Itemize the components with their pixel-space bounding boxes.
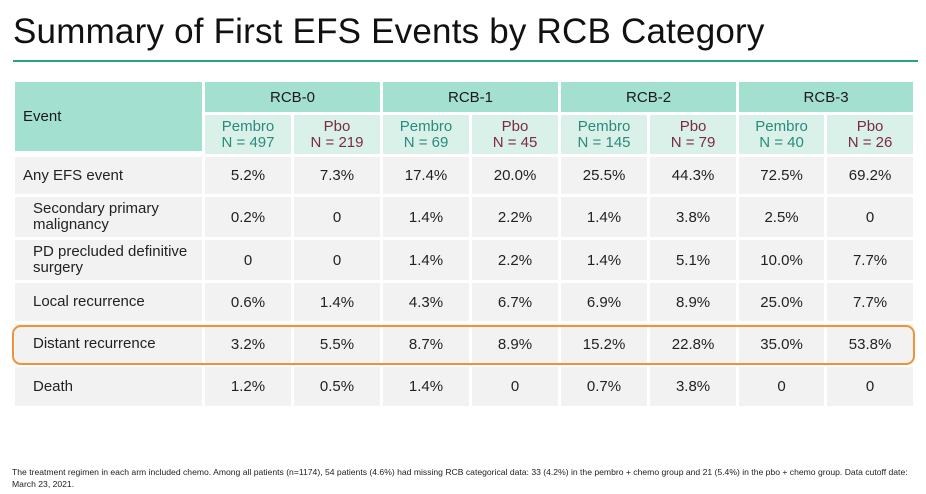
table-cell: 53.8% bbox=[827, 321, 917, 364]
table-cell: 25.5% bbox=[561, 154, 651, 194]
footnote: The treatment regimen in each arm includ… bbox=[12, 467, 908, 489]
arm-name: Pbo bbox=[679, 117, 707, 135]
row-label: Distant recurrence bbox=[15, 321, 205, 364]
table-cell: 0 bbox=[827, 364, 917, 406]
table-cell: 0 bbox=[294, 194, 384, 237]
table-cell: 8.7% bbox=[383, 321, 473, 364]
row-label: Death bbox=[15, 364, 205, 406]
table-cell: 1.4% bbox=[294, 280, 384, 321]
efs-events-table: Event RCB-0 RCB-1 RCB-2 RCB-3 Pembro N = … bbox=[15, 82, 917, 406]
table-row: Distant recurrence 3.2% 5.5% 8.7% 8.9% 15.2% 2… bbox=[15, 321, 917, 364]
arm-name: Pbo bbox=[323, 117, 351, 135]
arm-count: N = 40 bbox=[759, 133, 804, 151]
table-cell: 7.7% bbox=[827, 237, 917, 280]
column-header-event: Event bbox=[15, 82, 205, 154]
table-cell: 3.2% bbox=[205, 321, 294, 364]
table-cell: 0 bbox=[739, 364, 828, 406]
table-cell: 1.4% bbox=[383, 364, 473, 406]
arm-count: N = 219 bbox=[310, 133, 364, 151]
arm-name: Pbo bbox=[856, 117, 884, 135]
group-header-rcb-0: RCB-0 bbox=[205, 82, 384, 115]
table-cell: 0 bbox=[472, 364, 562, 406]
table-cell: 1.4% bbox=[561, 194, 651, 237]
table-cell: 0.2% bbox=[205, 194, 294, 237]
table-cell: 2.5% bbox=[739, 194, 828, 237]
row-label: Secondary primary malignancy bbox=[15, 194, 205, 237]
table-cell: 15.2% bbox=[561, 321, 651, 364]
arm-header: Pbo N = 26 bbox=[827, 115, 917, 154]
table-cell: 5.2% bbox=[205, 154, 294, 194]
table-cell: 3.8% bbox=[650, 364, 740, 406]
arm-name: Pembro bbox=[399, 117, 453, 135]
table-cell: 17.4% bbox=[383, 154, 473, 194]
arm-name: Pembro bbox=[577, 117, 631, 135]
arm-header: Pembro N = 145 bbox=[561, 115, 651, 154]
table-row: Any EFS event 5.2% 7.3% 17.4% 20.0% 25.5% 44.3… bbox=[15, 154, 917, 194]
arm-header: Pembro N = 40 bbox=[739, 115, 828, 154]
table-cell: 5.1% bbox=[650, 237, 740, 280]
table-cell: 2.2% bbox=[472, 194, 562, 237]
table-cell: 6.7% bbox=[472, 280, 562, 321]
table-cell: 5.5% bbox=[294, 321, 384, 364]
table-cell: 1.2% bbox=[205, 364, 294, 406]
table-cell: 8.9% bbox=[472, 321, 562, 364]
table-cell: 44.3% bbox=[650, 154, 740, 194]
table-row: Local recurrence 0.6% 1.4% 4.3% 6.7% 6.9% 8.9%… bbox=[15, 280, 917, 321]
group-header-rcb-2: RCB-2 bbox=[561, 82, 740, 115]
table-cell: 0.6% bbox=[205, 280, 294, 321]
table-cell: 1.4% bbox=[383, 194, 473, 237]
arm-count: N = 69 bbox=[403, 133, 449, 151]
table-cell: 69.2% bbox=[827, 154, 917, 194]
arm-count: N = 45 bbox=[492, 133, 538, 151]
table-cell: 2.2% bbox=[472, 237, 562, 280]
table-cell: 4.3% bbox=[383, 280, 473, 321]
table-cell: 1.4% bbox=[561, 237, 651, 280]
table-cell: 72.5% bbox=[739, 154, 828, 194]
table-row: PD precluded definitive surgery 0 0 1.4% 2.2… bbox=[15, 237, 917, 280]
table-cell: 8.9% bbox=[650, 280, 740, 321]
table-cell: 7.3% bbox=[294, 154, 384, 194]
table-cell: 1.4% bbox=[383, 237, 473, 280]
arm-count: N = 145 bbox=[577, 133, 631, 151]
arm-count: N = 79 bbox=[670, 133, 716, 151]
table-cell: 3.8% bbox=[650, 194, 740, 237]
arm-name: Pembro bbox=[221, 117, 275, 135]
table-cell: 10.0% bbox=[739, 237, 828, 280]
group-header-rcb-3: RCB-3 bbox=[739, 82, 917, 115]
table-cell: 0 bbox=[827, 194, 917, 237]
row-label: Any EFS event bbox=[15, 154, 205, 194]
arm-header: Pbo N = 79 bbox=[650, 115, 740, 154]
table-row: Death 1.2% 0.5% 1.4% 0 0.7% 3.8% 0 0 bbox=[15, 364, 917, 406]
table-row: Secondary primary malignancy 0.2% 0 1.4% 2.2… bbox=[15, 194, 917, 237]
table-cell: 7.7% bbox=[827, 280, 917, 321]
arm-header: Pembro N = 497 bbox=[205, 115, 294, 154]
table-cell: 0 bbox=[205, 237, 294, 280]
arm-header: Pembro N = 69 bbox=[383, 115, 473, 154]
table-cell: 6.9% bbox=[561, 280, 651, 321]
arm-header: Pbo N = 45 bbox=[472, 115, 562, 154]
title-divider bbox=[13, 60, 918, 62]
page-title: Summary of First EFS Events by RCB Categ… bbox=[13, 12, 765, 51]
arm-count: N = 497 bbox=[221, 133, 275, 151]
arm-count: N = 26 bbox=[847, 133, 893, 151]
table-cell: 22.8% bbox=[650, 321, 740, 364]
table-cell: 25.0% bbox=[739, 280, 828, 321]
table-cell: 35.0% bbox=[739, 321, 828, 364]
arm-name: Pembro bbox=[755, 117, 808, 135]
table-cell: 20.0% bbox=[472, 154, 562, 194]
group-header-rcb-1: RCB-1 bbox=[383, 82, 562, 115]
arm-header: Pbo N = 219 bbox=[294, 115, 384, 154]
row-label: Local recurrence bbox=[15, 280, 205, 321]
table-cell: 0.5% bbox=[294, 364, 384, 406]
row-label: PD precluded definitive surgery bbox=[15, 237, 205, 280]
table-cell: 0 bbox=[294, 237, 384, 280]
table-cell: 0.7% bbox=[561, 364, 651, 406]
arm-name: Pbo bbox=[501, 117, 529, 135]
